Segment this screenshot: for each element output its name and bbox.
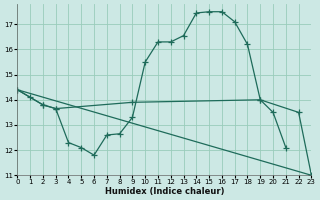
X-axis label: Humidex (Indice chaleur): Humidex (Indice chaleur) bbox=[105, 187, 224, 196]
